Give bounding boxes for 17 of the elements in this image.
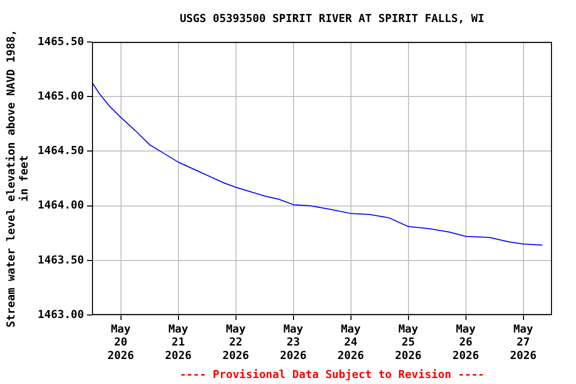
chart-title: USGS 05393500 SPIRIT RIVER AT SPIRIT FALLS, WI — [180, 12, 484, 25]
x-tick-label: May 22 2026 — [222, 322, 250, 362]
y-tick-label: 1465.50 — [38, 34, 84, 48]
y-tick-label: 1465.00 — [38, 89, 84, 102]
x-tick-label: May 20 2026 — [108, 322, 134, 362]
y-tick-label: 1464.50 — [38, 144, 84, 158]
x-tick-label: May 27 2026 — [510, 322, 537, 362]
text: ---- Provisional Data Subject to Revision ---- — [180, 368, 484, 381]
x-tick-label: May 23 2026 — [280, 322, 307, 362]
x-tick-label: May 24 2026 — [338, 322, 364, 362]
y-tick-label: 1463.50 — [38, 253, 84, 266]
x-tick-label: May 25 2026 — [395, 322, 422, 362]
x-tick-label: May 21 2026 — [165, 322, 192, 362]
y-tick-label: 1463.00 — [38, 308, 84, 321]
x-tick-label: May 26 2026 — [452, 322, 480, 362]
y-tick-label: 1464.00 — [38, 198, 84, 212]
y-axis-title: Stream water level elevation above NAVD 1988, in feet — [4, 29, 30, 328]
